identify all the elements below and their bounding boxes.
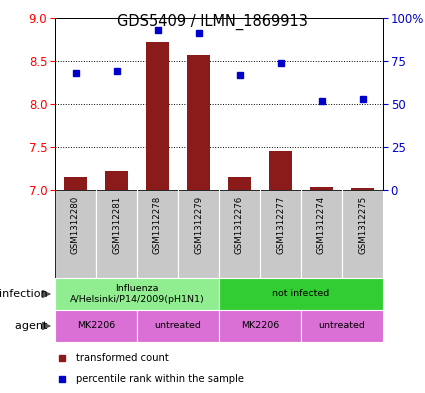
Bar [187,55,210,190]
Bar [55,278,219,310]
Bar [301,190,342,278]
Text: GSM1312275: GSM1312275 [358,196,367,254]
Bar [219,310,301,342]
Bar [269,151,292,190]
Text: untreated: untreated [155,321,201,331]
Text: GDS5409 / ILMN_1869913: GDS5409 / ILMN_1869913 [117,14,308,30]
Text: percentile rank within the sample: percentile rank within the sample [76,374,244,384]
Bar [342,190,383,278]
Bar [260,190,301,278]
Text: Influenza
A/Helsinki/P14/2009(pH1N1): Influenza A/Helsinki/P14/2009(pH1N1) [70,284,204,304]
Text: not infected: not infected [272,290,330,299]
Bar [96,190,137,278]
Text: MK2206: MK2206 [241,321,279,331]
Text: agent: agent [15,321,51,331]
Bar [55,310,137,342]
Bar [64,177,87,190]
Bar [228,177,251,190]
Bar [137,190,178,278]
Text: infection: infection [0,289,51,299]
Text: untreated: untreated [319,321,366,331]
Text: GSM1312274: GSM1312274 [317,196,326,254]
Bar [146,42,169,190]
Bar [351,188,374,190]
Bar [105,171,128,190]
Bar [137,310,219,342]
Bar [301,310,383,342]
Bar [219,278,383,310]
Bar [310,187,333,190]
Text: GSM1312279: GSM1312279 [194,196,203,254]
Text: GSM1312281: GSM1312281 [112,196,121,254]
Bar [219,190,260,278]
Text: GSM1312276: GSM1312276 [235,196,244,254]
Text: MK2206: MK2206 [77,321,115,331]
Text: GSM1312280: GSM1312280 [71,196,80,254]
Bar [55,190,96,278]
Text: GSM1312278: GSM1312278 [153,196,162,254]
Text: GSM1312277: GSM1312277 [276,196,285,254]
Text: transformed count: transformed count [76,353,169,363]
Bar [178,190,219,278]
